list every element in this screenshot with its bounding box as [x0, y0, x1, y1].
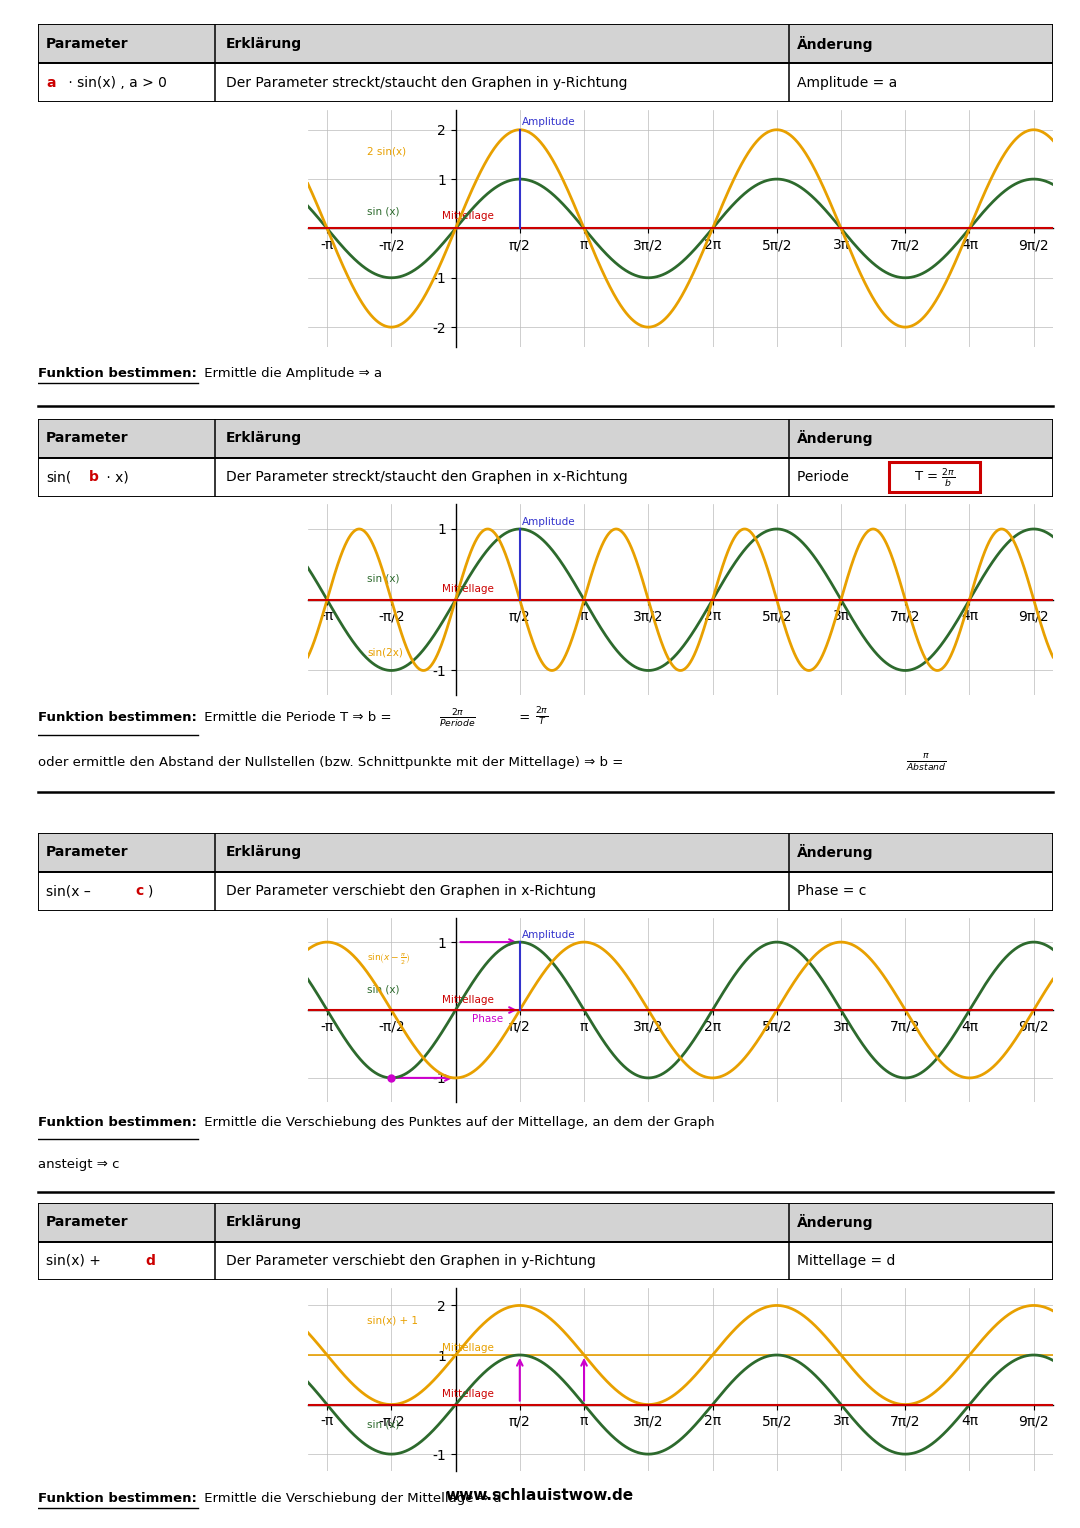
Text: Ermittle die Amplitude ⇒ a: Ermittle die Amplitude ⇒ a: [200, 367, 382, 380]
Text: Funktion bestimmen:: Funktion bestimmen:: [38, 1115, 197, 1129]
Text: Periode: Periode: [797, 471, 858, 484]
Text: Mittellage = d: Mittellage = d: [797, 1254, 895, 1268]
Text: sin (x): sin (x): [367, 206, 400, 215]
Bar: [38, 458, 1053, 497]
Text: ): ): [148, 885, 152, 898]
Text: sin(x –: sin(x –: [46, 885, 95, 898]
Text: sin(: sin(: [46, 471, 71, 484]
Bar: [38, 24, 1053, 64]
Text: Funktion bestimmen:: Funktion bestimmen:: [38, 1491, 197, 1505]
Text: www.schlauistwow.de: www.schlauistwow.de: [446, 1488, 634, 1504]
Bar: [38, 419, 1053, 458]
Text: b: b: [89, 471, 98, 484]
Text: sin(x) +: sin(x) +: [46, 1254, 105, 1268]
Text: sin (x): sin (x): [367, 1420, 400, 1429]
Bar: [38, 64, 1053, 102]
Text: ansteigt ⇒ c: ansteigt ⇒ c: [38, 1158, 119, 1170]
Text: Mittellage: Mittellage: [442, 211, 494, 222]
Bar: [38, 871, 1053, 911]
Text: Phase: Phase: [472, 1015, 503, 1024]
Bar: [38, 833, 1053, 871]
Text: Parameter: Parameter: [46, 845, 129, 859]
Text: $\frac{2π}{T}$: $\frac{2π}{T}$: [536, 706, 549, 729]
Text: Parameter: Parameter: [46, 37, 129, 50]
Text: Erklärung: Erklärung: [226, 37, 301, 50]
Text: $\frac{π}{Abstand}$: $\frac{π}{Abstand}$: [906, 752, 946, 773]
Text: Erklärung: Erklärung: [226, 1215, 301, 1229]
Bar: [38, 1203, 1053, 1241]
Text: Ermittle die Verschiebung der Mittellage ⇒ d: Ermittle die Verschiebung der Mittellage…: [200, 1491, 502, 1505]
Text: Änderung: Änderung: [797, 37, 874, 52]
Text: Der Parameter verschiebt den Graphen in y-Richtung: Der Parameter verschiebt den Graphen in …: [226, 1254, 595, 1268]
Text: Amplitude: Amplitude: [522, 931, 576, 940]
Text: Amplitude: Amplitude: [522, 516, 576, 527]
Bar: [889, 463, 980, 492]
Text: d: d: [146, 1254, 156, 1268]
Text: Phase = c: Phase = c: [797, 885, 866, 898]
Text: Ermittle die Periode T ⇒ b =: Ermittle die Periode T ⇒ b =: [200, 711, 396, 724]
Text: sin (x): sin (x): [367, 984, 400, 995]
Text: Parameter: Parameter: [46, 431, 129, 445]
Bar: [38, 1241, 1053, 1280]
Text: · x): · x): [102, 471, 129, 484]
Text: Der Parameter streckt/staucht den Graphen in x-Richtung: Der Parameter streckt/staucht den Graphe…: [226, 471, 627, 484]
Text: Mittellage: Mittellage: [442, 1389, 494, 1400]
Text: Parameter: Parameter: [46, 1215, 129, 1229]
Text: Erklärung: Erklärung: [226, 431, 301, 445]
Text: T = $\frac{2\pi}{b}$: T = $\frac{2\pi}{b}$: [914, 466, 955, 489]
Text: oder ermittle den Abstand der Nullstellen (bzw. Schnittpunkte mit der Mittellage: oder ermittle den Abstand der Nullstelle…: [38, 756, 627, 769]
Text: Amplitude: Amplitude: [522, 118, 576, 127]
Text: 2 sin(x): 2 sin(x): [367, 147, 406, 157]
Text: Mittellage: Mittellage: [442, 995, 494, 1004]
Text: Änderung: Änderung: [797, 1215, 874, 1230]
Text: Der Parameter verschiebt den Graphen in x-Richtung: Der Parameter verschiebt den Graphen in …: [226, 885, 596, 898]
Text: Amplitude = a: Amplitude = a: [797, 76, 897, 90]
Text: c: c: [135, 885, 144, 898]
Text: Funktion bestimmen:: Funktion bestimmen:: [38, 367, 197, 380]
Text: Der Parameter streckt/staucht den Graphen in y-Richtung: Der Parameter streckt/staucht den Graphe…: [226, 76, 627, 90]
Text: Änderung: Änderung: [797, 431, 874, 446]
Text: $\sin\!\left(x-\frac{\pi}{2}\right)$: $\sin\!\left(x-\frac{\pi}{2}\right)$: [367, 952, 410, 967]
Text: Mittellage: Mittellage: [442, 584, 494, 594]
Text: Ermittle die Verschiebung des Punktes auf der Mittellage, an dem der Graph: Ermittle die Verschiebung des Punktes au…: [200, 1115, 715, 1129]
Text: Erklärung: Erklärung: [226, 845, 301, 859]
Text: =: =: [515, 711, 535, 724]
Text: $\frac{2π}{Periode}$: $\frac{2π}{Periode}$: [438, 706, 476, 729]
Text: sin(2x): sin(2x): [367, 648, 403, 657]
Text: sin (x): sin (x): [367, 573, 400, 584]
Text: Änderung: Änderung: [797, 845, 874, 860]
Text: Funktion bestimmen:: Funktion bestimmen:: [38, 711, 197, 724]
Text: · sin(x) , a > 0: · sin(x) , a > 0: [64, 76, 167, 90]
Text: a: a: [46, 76, 55, 90]
Text: sin(x) + 1: sin(x) + 1: [367, 1316, 418, 1325]
Text: Mittellage: Mittellage: [442, 1343, 494, 1352]
